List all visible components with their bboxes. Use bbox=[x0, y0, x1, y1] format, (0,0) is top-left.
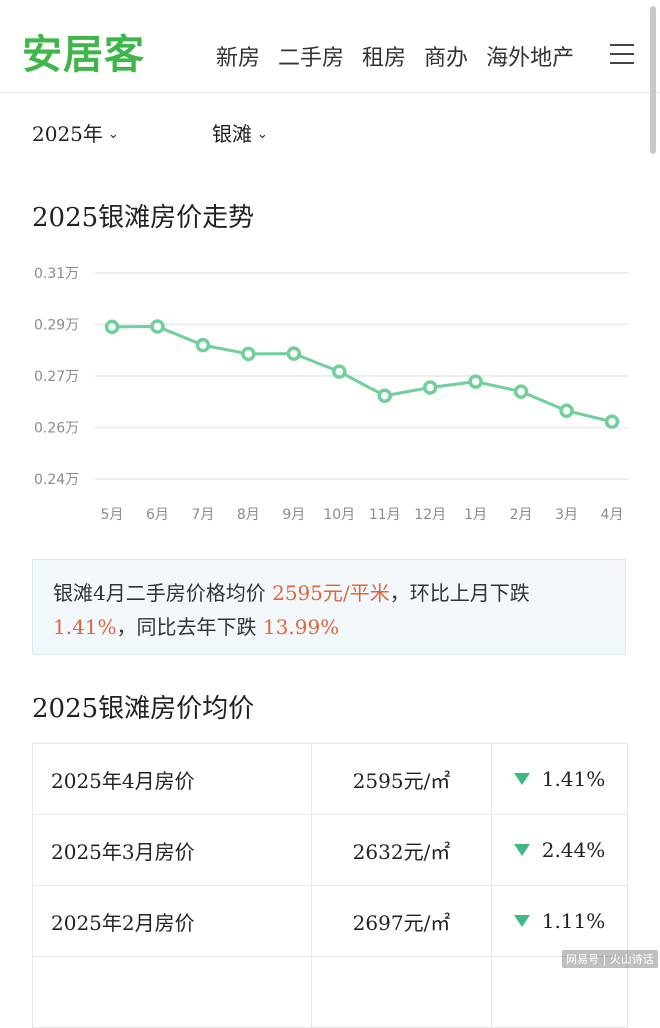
table-title: 2025银滩房价均价 bbox=[32, 694, 255, 724]
nav-item-commercial[interactable]: 商办 bbox=[424, 46, 469, 71]
row-price: 2595元/㎡ bbox=[311, 743, 492, 815]
data-point bbox=[332, 364, 347, 379]
region-select[interactable]: 银滩 ⌄ bbox=[212, 118, 268, 147]
x-tick-label: 11月 bbox=[369, 507, 401, 523]
watermark: 网易号 | 火山诗话 bbox=[562, 950, 658, 968]
x-tick-label: 12月 bbox=[414, 507, 446, 523]
y-tick-label: 0.29万 bbox=[34, 318, 79, 334]
row-change-cell: 1.41% bbox=[491, 743, 628, 815]
table-row[interactable]: 2025年4月房价 2595元/㎡ 1.41% bbox=[32, 743, 628, 815]
header: 安居客 新房 二手房 租房 商办 海外地产 bbox=[0, 0, 660, 93]
table-row[interactable]: 2025年3月房价 2632元/㎡ 2.44% bbox=[32, 814, 628, 886]
data-point bbox=[604, 414, 620, 429]
row-change: 1.11% bbox=[541, 909, 606, 933]
down-arrow-icon bbox=[513, 773, 530, 785]
y-tick-label: 0.27万 bbox=[34, 369, 79, 385]
nav-item-second-hand[interactable]: 二手房 bbox=[278, 46, 345, 71]
filter-bar: 2025年 ⌄ 银滩 ⌄ bbox=[32, 118, 632, 148]
data-point bbox=[104, 319, 120, 335]
down-arrow-icon bbox=[513, 844, 530, 856]
row-label: 2025年4月房价 bbox=[32, 743, 312, 815]
summary-yoy: 13.99% bbox=[262, 615, 340, 639]
table-row[interactable] bbox=[32, 956, 628, 1028]
x-tick-label: 5月 bbox=[101, 507, 124, 523]
summary-text-1: 银滩4月二手房价格均价 bbox=[53, 581, 273, 605]
data-point bbox=[241, 346, 256, 362]
price-trend-chart: 0.31万 0.29万 0.27万 0.26万 0.24万 5月 6月 7月 8月 9月 10月 11… bbox=[34, 266, 628, 523]
scrollbar[interactable] bbox=[650, 6, 656, 154]
row-label: 2025年3月房价 bbox=[32, 814, 312, 886]
x-tick-label: 9月 bbox=[282, 507, 305, 523]
down-arrow-icon bbox=[513, 915, 530, 927]
x-tick-label: 1月 bbox=[464, 507, 487, 523]
y-tick-label: 0.31万 bbox=[34, 266, 79, 282]
data-point bbox=[468, 374, 483, 389]
summary-text-3: ，同比去年下跌 bbox=[116, 615, 263, 639]
row-price: 2697元/㎡ bbox=[311, 885, 492, 957]
data-point bbox=[377, 388, 392, 403]
year-select-label: 2025年 bbox=[32, 122, 103, 146]
row-change-cell: 1.11% bbox=[491, 885, 628, 957]
x-tick-label: 7月 bbox=[191, 507, 214, 523]
logo[interactable]: 安居客 bbox=[22, 32, 145, 78]
price-table: 2025年4月房价 2595元/㎡ 1.41% 2025年3月房价 2632元/… bbox=[32, 743, 628, 1028]
nav-item-new-homes[interactable]: 新房 bbox=[216, 46, 261, 71]
row-price bbox=[311, 956, 492, 1028]
nav-item-overseas[interactable]: 海外地产 bbox=[486, 46, 575, 71]
row-change-cell: 2.44% bbox=[491, 814, 628, 886]
row-change: 1.41% bbox=[541, 767, 606, 791]
y-tick-label: 0.26万 bbox=[34, 421, 79, 437]
x-tick-label: 2月 bbox=[510, 507, 533, 523]
chart-title: 2025银滩房价走势 bbox=[32, 203, 255, 233]
price-summary: 银滩4月二手房价格均价 2595元/平米，环比上月下跌 1.41%，同比去年下跌… bbox=[32, 559, 626, 655]
summary-price: 2595元/平米 bbox=[272, 581, 390, 605]
x-tick-label: 3月 bbox=[555, 507, 578, 523]
x-tick-label: 4月 bbox=[601, 507, 624, 523]
x-tick-label: 10月 bbox=[323, 507, 355, 523]
x-tick-label: 8月 bbox=[237, 507, 260, 523]
year-select[interactable]: 2025年 ⌄ bbox=[32, 118, 119, 147]
row-change: 2.44% bbox=[541, 838, 606, 862]
menu-icon[interactable] bbox=[610, 44, 634, 66]
data-point bbox=[559, 403, 574, 418]
chevron-down-icon: ⌄ bbox=[257, 127, 268, 142]
nav-item-rent[interactable]: 租房 bbox=[362, 46, 407, 71]
main-nav: 新房 二手房 租房 商办 海外地产 bbox=[216, 40, 574, 72]
data-point bbox=[150, 319, 165, 334]
data-point bbox=[286, 346, 302, 361]
y-tick-label: 0.24万 bbox=[34, 472, 79, 488]
row-price: 2632元/㎡ bbox=[311, 814, 492, 886]
row-label bbox=[32, 956, 312, 1028]
table-row[interactable]: 2025年2月房价 2697元/㎡ 1.11% bbox=[32, 885, 628, 957]
data-point bbox=[513, 384, 529, 399]
summary-mom: 1.41% bbox=[53, 615, 117, 639]
x-tick-label: 6月 bbox=[146, 507, 169, 523]
data-point bbox=[422, 380, 438, 395]
data-point bbox=[195, 337, 211, 353]
row-label: 2025年2月房价 bbox=[32, 885, 312, 957]
region-select-label: 银滩 bbox=[212, 122, 252, 146]
chevron-down-icon: ⌄ bbox=[107, 127, 119, 142]
series-line bbox=[111, 325, 613, 424]
summary-text-2: ，环比上月下跌 bbox=[389, 581, 530, 605]
